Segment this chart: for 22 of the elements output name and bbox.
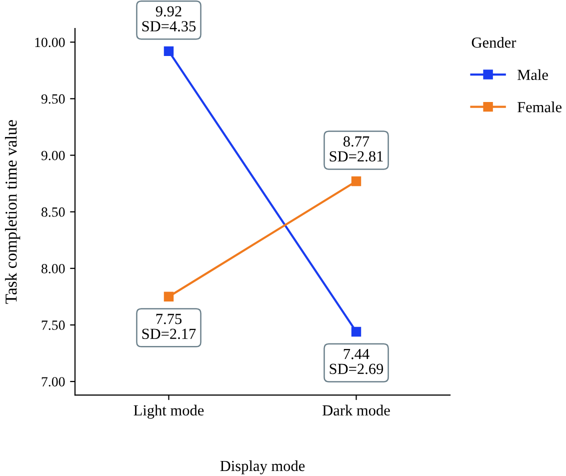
x-axis-title: Display mode — [220, 460, 305, 474]
point — [351, 176, 362, 186]
y-tick-label: 10.00 — [35, 38, 65, 48]
y-tick-label: 7.50 — [42, 320, 65, 330]
y-tick-label: 8.50 — [42, 207, 65, 217]
point — [164, 46, 174, 56]
y-tick-label: 9.50 — [41, 94, 65, 104]
legend-title: Gender — [472, 37, 516, 48]
y-tick-label: 9.00 — [41, 150, 65, 160]
annotation: 7.75 SD=2.17 — [142, 314, 196, 340]
annotation: 8.77 SD=2.81 — [330, 136, 383, 162]
legend-label: Male — [518, 69, 548, 80]
annotation: 9.92 SD=4.35 — [142, 6, 196, 32]
y-axis-title: Task completion time value — [5, 120, 20, 304]
x-tick-label: Dark mode — [322, 404, 390, 416]
x-tick-label: Light mode — [134, 404, 204, 419]
point — [164, 292, 174, 302]
y-tick-label: 8.00 — [42, 264, 65, 274]
point — [351, 326, 362, 337]
annotation: 7.44 SD=2.69 — [330, 348, 384, 374]
legend-label: Female — [518, 102, 562, 112]
y-tick-label: 7.00 — [42, 377, 65, 387]
